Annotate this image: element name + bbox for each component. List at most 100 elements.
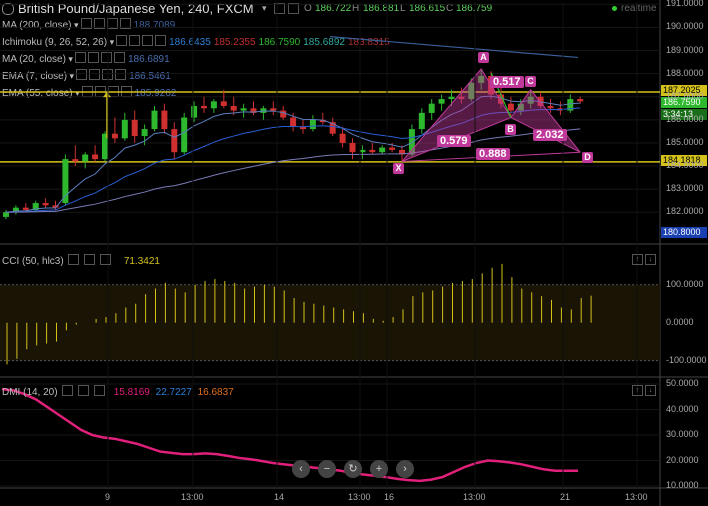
dmi-tick-label: 20.0000	[666, 454, 699, 465]
indicator-more-icon[interactable]	[113, 52, 125, 63]
cci-close-icon[interactable]	[100, 254, 112, 265]
candle-body	[309, 119, 316, 130]
realtime-label: realtime	[621, 3, 657, 14]
y-tick-label: 188.0000	[666, 67, 704, 78]
indicator-value: 188.7089	[133, 20, 176, 31]
chevron-down-icon[interactable]: ▾	[67, 71, 75, 81]
indicator-visibility-icon[interactable]	[93, 18, 105, 29]
indicator-settings-icon[interactable]	[74, 52, 86, 63]
indicator-value: 186.7590	[258, 37, 301, 48]
chevron-down-icon[interactable]: ▾	[107, 37, 115, 47]
dmi-tick-label: 50.0000	[666, 378, 699, 388]
dmi-close-icon[interactable]	[93, 385, 105, 396]
cci-band	[0, 284, 660, 361]
candle-body	[141, 129, 148, 137]
indicator-close-icon[interactable]	[106, 18, 118, 29]
point-x-label: X	[393, 163, 404, 174]
indicator-visibility-icon[interactable]	[129, 35, 141, 46]
zoom-in-button[interactable]: +	[370, 460, 388, 478]
chevron-down-icon[interactable]: ▾	[71, 20, 79, 30]
x-tick-label: 16	[384, 492, 395, 502]
menu-icon[interactable]	[2, 3, 14, 15]
chevron-down-icon[interactable]: ▾	[262, 3, 267, 13]
scroll-left-button[interactable]: ‹	[292, 460, 310, 478]
candle-body	[12, 207, 19, 213]
y-tick-label: 190.0000	[666, 21, 704, 32]
indicator-visibility-icon[interactable]	[89, 69, 101, 80]
candle-body	[498, 94, 504, 104]
candle-body	[22, 207, 29, 210]
indicator-row[interactable]: Ichimoku (9, 26, 52, 26) ▾ 186.6435 185.23…	[2, 35, 390, 48]
candle-body	[3, 212, 9, 217]
chevron-down-icon[interactable]: ▾	[65, 54, 73, 64]
dmi-settings-icon[interactable]	[62, 385, 74, 396]
candle-body	[131, 119, 138, 137]
indicator-label: MA (200, close)	[2, 20, 72, 31]
close-icon[interactable]	[288, 3, 299, 14]
dmi-visibility-icon[interactable]	[78, 385, 90, 396]
candle-body	[408, 129, 415, 155]
chevron-down-icon[interactable]: ▾	[72, 88, 80, 98]
dmi-value-adx: 15.8169	[113, 387, 150, 398]
settings-icon[interactable]	[274, 3, 285, 14]
indicator-settings-icon[interactable]	[80, 18, 92, 29]
x-tick-label: 13:00	[463, 492, 486, 502]
current-price-tag: 186.7590	[661, 97, 707, 108]
indicator-value: 186.6435	[169, 37, 211, 48]
cci-visibility-icon[interactable]	[84, 254, 96, 265]
cci-tick-label: 0.0000	[666, 316, 694, 327]
x-tick-label: 9	[105, 492, 111, 502]
y-tick-label: 185.0000	[666, 136, 704, 147]
candle-body	[339, 133, 346, 143]
indicator-close-icon[interactable]	[142, 35, 154, 46]
candle-body	[240, 108, 247, 111]
candle-body	[280, 110, 287, 118]
candle-body	[379, 147, 386, 153]
indicator-settings-icon[interactable]	[116, 35, 128, 46]
indicator-close-icon[interactable]	[100, 52, 112, 63]
indicator-more-icon[interactable]	[155, 35, 167, 46]
indicator-visibility-icon[interactable]	[87, 52, 99, 63]
ratio-label-ab: 0.517	[490, 76, 524, 88]
low-label: L	[400, 3, 406, 14]
dmi-pane-maximize-icon[interactable]: ↑	[632, 385, 643, 396]
cci-pane-minimize-icon[interactable]: ↓	[645, 254, 656, 265]
candle-body	[191, 105, 198, 118]
indicator-row[interactable]: MA (20, close) ▾ 186.6891	[2, 52, 170, 65]
cci-settings-icon[interactable]	[68, 254, 80, 265]
dmi-pane-minimize-icon[interactable]: ↓	[645, 385, 656, 396]
candle-body	[290, 117, 297, 127]
indicator-more-icon[interactable]	[119, 18, 131, 29]
indicator-value: 186.5461	[129, 71, 171, 82]
indicator-more-icon[interactable]	[115, 69, 127, 80]
candle-body	[507, 103, 514, 111]
y-tick-label: 183.0000	[666, 183, 704, 194]
arrow-head	[103, 92, 111, 98]
dmi-label: DMI (14, 20)	[2, 387, 58, 398]
cci-label: CCI (50, hlc3)	[2, 256, 64, 267]
indicator-row[interactable]: MA (200, close) ▾ 188.7089	[2, 18, 175, 31]
candle-body	[270, 108, 277, 111]
indicator-value: 185.6892	[303, 37, 345, 48]
reset-button[interactable]: ↻	[344, 460, 362, 478]
adx-line	[1, 387, 578, 483]
close-value: 186.759	[456, 3, 493, 14]
dmi-value-minus: 16.6837	[197, 387, 234, 398]
dmi-tick-label: 10.0000	[666, 480, 699, 490]
high-value: 186.881	[363, 3, 400, 14]
scroll-right-button[interactable]: ›	[396, 460, 414, 478]
candle-body	[52, 205, 59, 208]
indicator-value: 183.8315	[347, 37, 390, 48]
cci-pane-maximize-icon[interactable]: ↑	[632, 254, 643, 265]
candle-body	[389, 147, 396, 150]
indicator-settings-icon[interactable]	[76, 69, 88, 80]
open-label: O	[304, 3, 312, 14]
low-value: 186.615	[409, 3, 446, 14]
x-tick-label: 14	[274, 492, 285, 502]
candle-body	[92, 154, 99, 160]
zoom-out-button[interactable]: −	[318, 460, 336, 478]
point-b-label: B	[505, 124, 516, 135]
candle-body	[220, 101, 227, 106]
